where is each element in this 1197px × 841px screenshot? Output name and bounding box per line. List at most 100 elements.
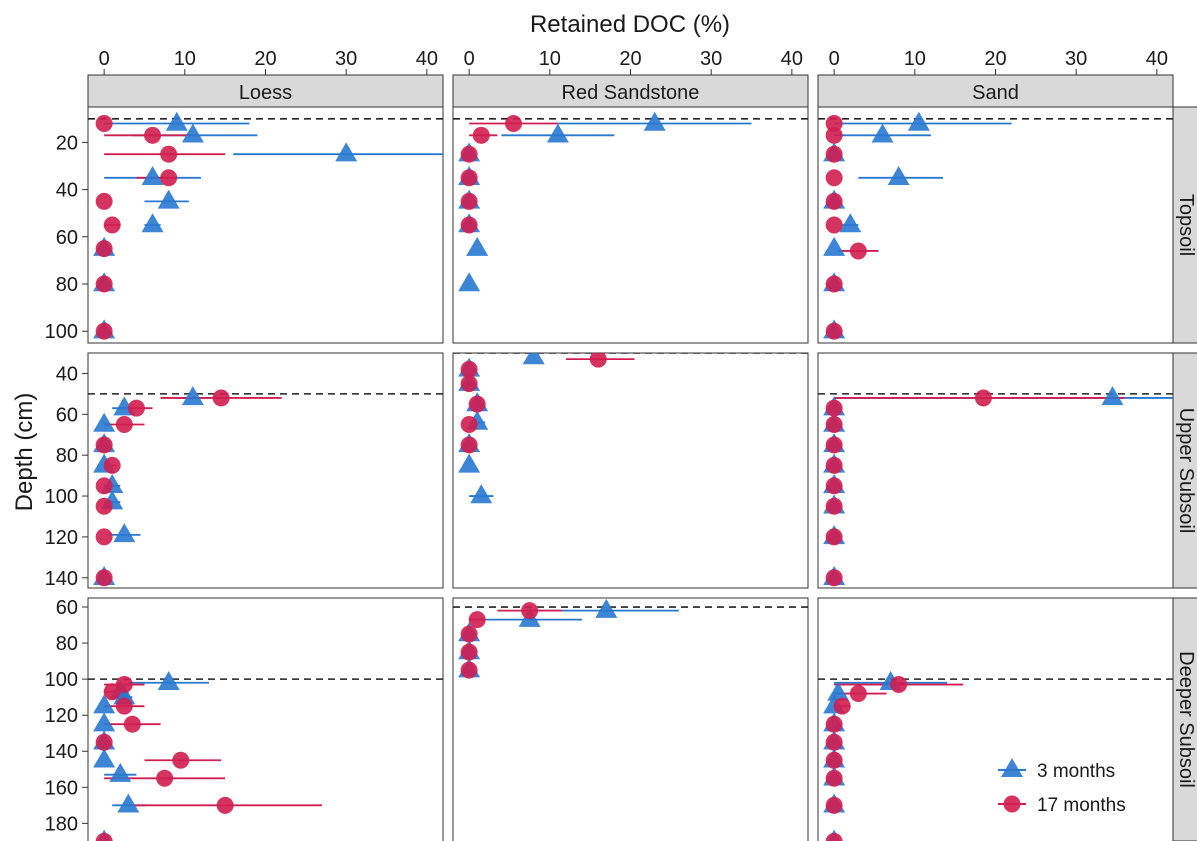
facet-label-row: Upper Subsoil	[1175, 408, 1197, 534]
data-point-triangle	[823, 236, 846, 256]
data-point-circle	[468, 395, 486, 413]
y-tick-label: 180	[45, 813, 78, 835]
data-point-circle	[95, 436, 113, 454]
legend-marker-triangle	[1001, 758, 1023, 777]
facet-label-row: Deeper Subsoil	[1175, 651, 1197, 788]
data-point-circle	[825, 796, 843, 814]
x-tick-label: 40	[1146, 48, 1168, 70]
data-point-triangle	[141, 213, 164, 233]
panel-frame	[452, 352, 809, 589]
data-point-circle	[95, 733, 113, 751]
data-point-circle	[95, 832, 113, 841]
data-point-triangle	[1101, 386, 1124, 406]
x-tick-label: 0	[829, 48, 840, 70]
x-tick-label: 10	[174, 48, 196, 70]
facet-strip-column	[87, 74, 444, 108]
data-point-triangle	[93, 712, 116, 732]
panel	[817, 106, 1174, 344]
data-point-triangle	[141, 166, 164, 186]
data-point-circle	[460, 216, 478, 234]
y-tick-label: 40	[56, 363, 78, 385]
data-point-circle	[460, 169, 478, 187]
y-tick-label: 160	[45, 777, 78, 799]
data-point-circle	[825, 751, 843, 769]
x-tick-label: 40	[781, 48, 803, 70]
data-point-circle	[505, 115, 523, 133]
data-point-circle	[127, 399, 145, 417]
data-point-circle	[460, 416, 478, 434]
data-point-triangle	[93, 748, 116, 768]
data-point-circle	[521, 602, 539, 620]
panel-plot-area	[453, 598, 808, 679]
panel-frame	[452, 597, 809, 841]
data-point-circle	[172, 751, 190, 769]
data-point-triangle	[165, 111, 188, 131]
x-tick-label: 40	[416, 48, 438, 70]
data-point-circle	[825, 436, 843, 454]
data-point-circle	[825, 275, 843, 293]
data-point-circle	[825, 733, 843, 751]
data-point-circle	[589, 353, 607, 368]
panel-frame	[817, 106, 1174, 344]
panel-frame	[87, 597, 444, 841]
data-point-circle	[825, 497, 843, 515]
data-point-circle	[156, 769, 174, 787]
panel-frame	[817, 597, 1174, 841]
x-tick-label: 20	[984, 48, 1006, 70]
facet-strip-row	[1172, 352, 1197, 589]
y-tick-label: 120	[45, 527, 78, 549]
data-point-triangle	[109, 762, 132, 782]
y-tick-label: 80	[56, 445, 78, 467]
data-point-circle	[472, 126, 490, 144]
data-point-triangle	[117, 793, 140, 813]
data-point-circle	[95, 275, 113, 293]
panel-plot-area	[88, 386, 443, 587]
data-point-circle	[95, 497, 113, 515]
panels-layer: Loess 0 10 20 30 40 Red Sandstone 0 10 20 30 40 Sand…	[45, 48, 1197, 841]
data-point-circle	[825, 769, 843, 787]
y-tick-label: 140	[45, 568, 78, 590]
data-point-triangle	[907, 111, 930, 131]
data-point-circle	[825, 322, 843, 340]
panel-plot-area	[818, 111, 1173, 340]
data-point-circle	[833, 697, 851, 715]
data-point-circle	[825, 569, 843, 587]
data-point-circle	[460, 625, 478, 643]
legend: 3 months 17 months	[998, 758, 1126, 816]
data-point-circle	[115, 416, 133, 434]
data-point-circle	[825, 145, 843, 163]
data-point-circle	[825, 456, 843, 474]
data-point-circle	[460, 145, 478, 163]
data-point-circle	[890, 676, 908, 694]
data-point-triangle	[470, 484, 493, 504]
panel	[87, 597, 444, 841]
data-point-circle	[144, 126, 162, 144]
data-point-triangle	[871, 123, 894, 143]
data-point-circle	[103, 683, 121, 701]
data-point-circle	[825, 477, 843, 495]
x-tick-label: 0	[99, 48, 110, 70]
data-point-circle	[95, 115, 113, 133]
data-point-circle	[849, 242, 867, 260]
data-point-triangle	[643, 111, 666, 131]
panel-frame	[817, 352, 1174, 589]
data-point-circle	[825, 216, 843, 234]
panel-plot-area	[88, 111, 443, 340]
panel	[817, 352, 1174, 589]
data-point-triangle	[887, 166, 910, 186]
facet-label-column: Loess	[239, 82, 292, 104]
y-tick-label: 60	[56, 227, 78, 249]
data-point-triangle	[546, 123, 569, 143]
data-point-triangle	[93, 412, 116, 432]
data-point-triangle	[458, 453, 481, 473]
panel-plot-area	[453, 353, 808, 504]
data-point-circle	[103, 456, 121, 474]
x-tick-label: 10	[539, 48, 561, 70]
data-point-circle	[95, 192, 113, 210]
data-point-triangle	[113, 685, 136, 705]
data-point-circle	[95, 477, 113, 495]
data-point-triangle	[466, 236, 489, 256]
panel-frame	[452, 106, 809, 344]
y-tick-label: 60	[56, 404, 78, 426]
